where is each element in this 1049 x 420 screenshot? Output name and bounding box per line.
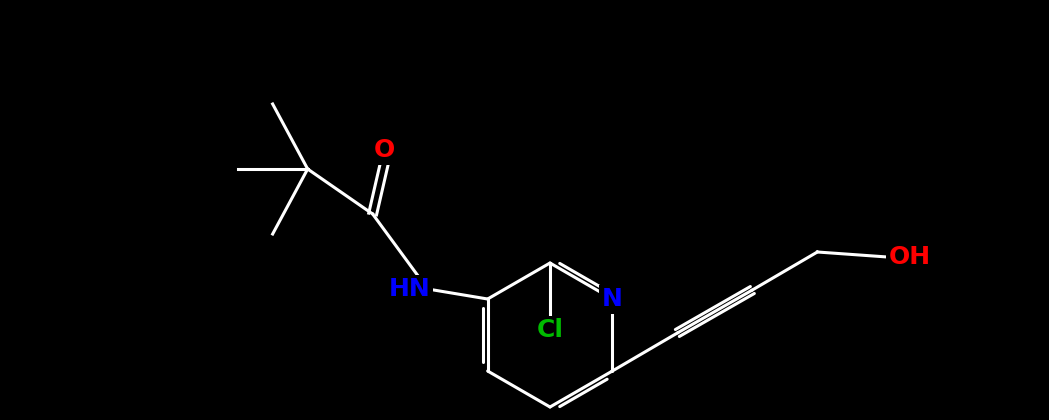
Text: O: O bbox=[374, 138, 395, 162]
Text: OH: OH bbox=[889, 245, 930, 269]
Text: N: N bbox=[602, 287, 623, 311]
Text: Cl: Cl bbox=[536, 318, 563, 342]
Text: HN: HN bbox=[389, 277, 430, 301]
